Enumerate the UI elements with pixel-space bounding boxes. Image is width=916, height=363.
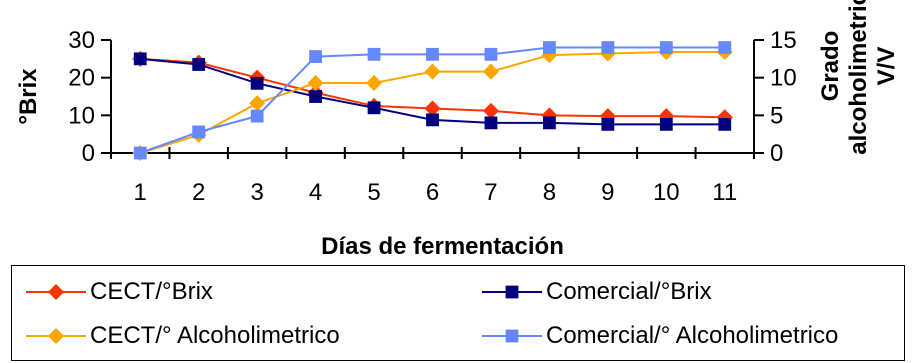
data-point [601, 41, 615, 54]
data-point [718, 117, 732, 131]
data-point [484, 116, 498, 130]
data-point [250, 76, 264, 90]
y-axis-left-title: °Brix [15, 68, 42, 125]
data-point [307, 74, 324, 91]
x-tick-label: 8 [543, 179, 556, 206]
data-point [601, 117, 615, 131]
data-point [482, 102, 499, 119]
legend-swatch-marker [48, 284, 64, 300]
x-tick-label: 1 [134, 179, 147, 206]
data-point [424, 100, 441, 117]
x-axis-title: Días de fermentación [321, 233, 564, 260]
y-axis-right-title-line: alcoholimetrico [845, 0, 872, 155]
y-right-tick-label: 15 [770, 27, 797, 54]
y-left-tick-label: 30 [68, 27, 95, 54]
legend-label: CECT/° Alcoholimetrico [90, 322, 340, 349]
x-tick-label: 10 [653, 179, 680, 206]
data-point [249, 95, 266, 112]
data-point [367, 101, 381, 115]
y-left-tick-label: 10 [68, 102, 95, 129]
y-axis-right-title-line: Grado [817, 31, 844, 102]
data-point [426, 113, 439, 127]
y-left-tick-label: 0 [82, 140, 95, 167]
x-tick-label: 7 [484, 179, 497, 206]
legend-item: Comercial/° Alcoholimetrico [482, 316, 838, 356]
data-point [424, 63, 441, 80]
data-point [543, 116, 556, 130]
y-right-tick-label: 0 [770, 140, 783, 167]
data-point [659, 117, 673, 131]
data-point [718, 41, 732, 54]
data-point [659, 41, 673, 54]
legend-swatch [482, 285, 542, 299]
data-point [426, 47, 439, 61]
data-point [309, 50, 322, 63]
data-point [133, 52, 147, 66]
x-tick-label: 11 [712, 179, 737, 206]
legend-swatch [26, 328, 86, 344]
legend-swatch-marker [505, 329, 519, 343]
series-line [139, 46, 725, 154]
y-right-tick-label: 5 [770, 102, 783, 129]
data-point [192, 58, 206, 71]
data-point [250, 109, 264, 123]
chart-axes: 0 10 20 30 0 5 10 15 1 2 3 4 5 6 7 8 9 10 11 °Brix Días de f… [15, 0, 900, 260]
x-tick-label: 3 [250, 179, 263, 206]
data-point [543, 41, 556, 54]
legend-item: CECT/° Alcoholimetrico [26, 316, 340, 356]
x-tick-label: 4 [309, 179, 322, 206]
chart-series [132, 41, 733, 161]
data-point [484, 47, 498, 61]
series-3 [133, 41, 732, 160]
legend-item: CECT/°Brix [26, 272, 213, 312]
data-point [133, 146, 147, 160]
data-point [192, 125, 206, 139]
data-point [309, 90, 322, 103]
legend-label: CECT/°Brix [90, 278, 213, 305]
data-point [367, 47, 381, 61]
y-axis-right-title-line: V/V [873, 47, 900, 86]
legend-label: Comercial/°Brix [546, 278, 712, 305]
x-tick-label: 6 [426, 179, 439, 206]
legend-swatch [482, 329, 542, 343]
legend-item: Comercial/°Brix [482, 272, 712, 312]
y-right-tick-label: 10 [770, 65, 797, 92]
x-tick-label: 5 [367, 179, 380, 206]
chart-legend: CECT/°Brix Comercial/°Brix CECT/° Alcoholi… [11, 265, 905, 361]
y-left-tick-label: 20 [68, 65, 95, 92]
x-tick-label: 9 [601, 179, 614, 206]
chart-plot: 0 10 20 30 0 5 10 15 1 2 3 4 5 6 7 8 9 10 11 °Brix Días de f… [15, 0, 900, 260]
legend-label: Comercial/° Alcoholimetrico [546, 322, 839, 349]
x-tick-label: 2 [192, 179, 205, 206]
series-1 [133, 52, 732, 131]
legend-swatch-marker [505, 285, 519, 299]
data-point [482, 63, 499, 80]
legend-swatch [26, 284, 86, 300]
legend-swatch-marker [48, 328, 64, 344]
data-point [366, 74, 383, 91]
